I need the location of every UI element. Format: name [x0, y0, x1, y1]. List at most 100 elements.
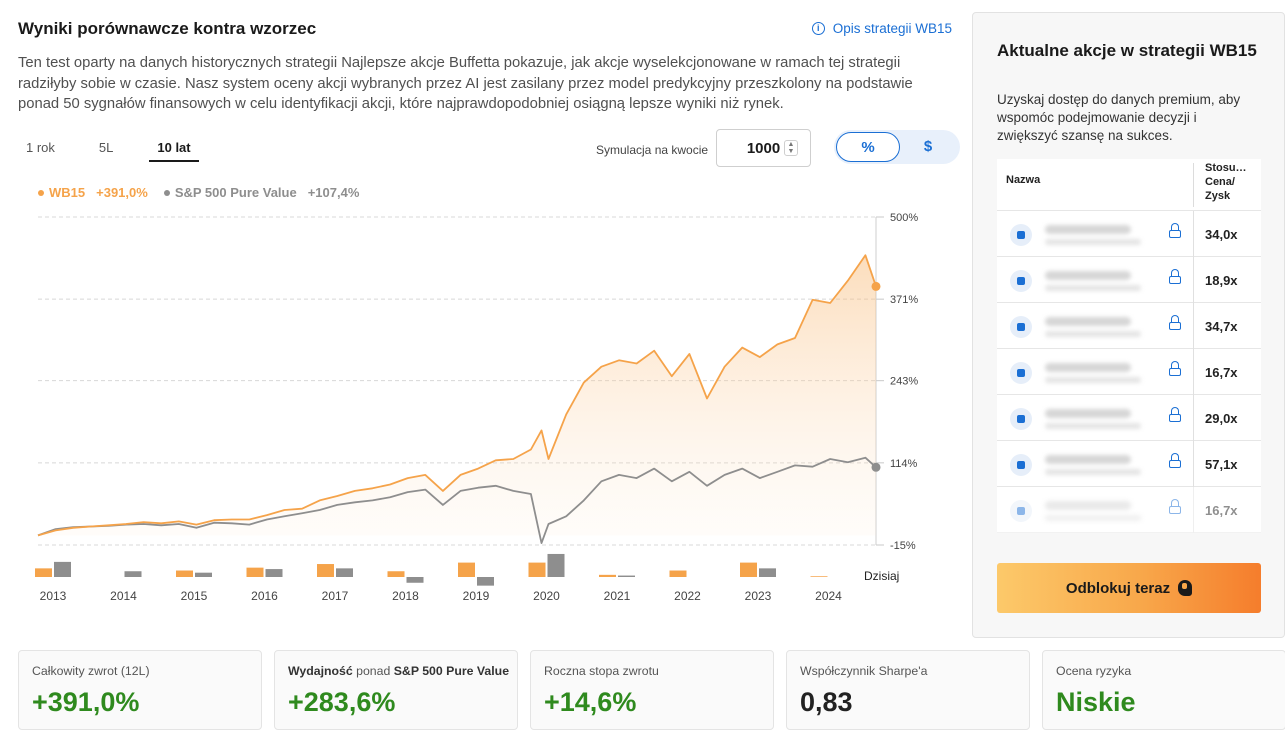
table-row[interactable]: 34,0x: [997, 211, 1261, 257]
unlock-label[interactable]: Odblokuj teraz: [1065, 579, 1171, 597]
annual-bar-wb15: [740, 562, 757, 577]
table-row[interactable]: 18,9x: [997, 257, 1261, 303]
table-row[interactable]: 29,0x: [997, 395, 1261, 441]
strategy-description: Ten test oparty na danych historycznych …: [18, 55, 913, 112]
x-tick-label: 2018: [392, 589, 419, 603]
legend-value: +107,4%: [307, 185, 360, 200]
lock-icon[interactable]: [1168, 407, 1182, 423]
simulation-amount-input[interactable]: 1000 ▲ ▼: [716, 129, 811, 167]
laptop-icon: [1010, 316, 1032, 338]
blurred-company-detail: [1045, 239, 1141, 245]
performance-chart[interactable]: 500% 371% 243% 114% -15% 2013 2014 2015 2016 2017…: [0, 200, 965, 610]
annual-bar-benchmark: [547, 553, 565, 577]
column-ratio-header[interactable]: Stosu… Cena/ Zysk: [1205, 162, 1247, 202]
tab-1-year[interactable]: 1 rok: [26, 140, 55, 155]
column-divider: [1193, 487, 1194, 533]
stat-label: Całkowity zwrot (12L): [32, 664, 150, 678]
benchmark-panel: Wyniki porównawcze kontra wzorzec i Opis…: [0, 19, 965, 610]
info-icon: i: [811, 22, 825, 35]
lock-icon[interactable]: [1168, 315, 1182, 331]
cart-icon: [1010, 500, 1032, 522]
y-tick-label: 114%: [890, 458, 918, 470]
annual-bar-benchmark: [336, 568, 353, 577]
premium-icon: [1178, 580, 1193, 596]
annual-bar-benchmark: [265, 569, 283, 577]
simulation-amount-value[interactable]: 1000: [746, 139, 781, 157]
x-tick-label: 2023: [745, 589, 772, 603]
annual-bar-wb15: [528, 562, 546, 577]
x-tick-label: 2022: [674, 589, 701, 603]
strategy-link-label[interactable]: Opis strategii WB15: [832, 21, 952, 36]
table-row[interactable]: 16,7x: [997, 349, 1261, 395]
stepper-icon[interactable]: ▲ ▼: [784, 140, 798, 156]
legend-name: S&P 500 Pure Value: [174, 185, 297, 200]
lock-icon[interactable]: [1168, 453, 1182, 469]
table-body: 34,0x 18,9x 34,7x 16,7x 29,0x 57,1x 16,7x: [997, 211, 1261, 533]
stat-risk-rating: Ocena ryzyka Niskie: [1042, 650, 1285, 730]
simulation-label: Symulacja na kwocie: [596, 143, 709, 157]
wb15-line: [37, 254, 877, 537]
dollar-toggle-button[interactable]: $: [923, 138, 933, 155]
annual-bar-wb15: [458, 562, 475, 577]
percent-toggle-button[interactable]: %: [836, 132, 900, 162]
column-divider: [1193, 441, 1194, 487]
annual-bar-wb15: [246, 567, 264, 577]
period-tabs: 1 rok 5L 10 lat: [18, 130, 227, 162]
lock-icon[interactable]: [1168, 361, 1182, 377]
blurred-company-name: [1045, 455, 1131, 464]
blurred-company-detail: [1045, 423, 1141, 429]
stat-value: 0,83: [800, 687, 853, 717]
blurred-company-name: [1045, 501, 1131, 510]
legend-dot-icon: [38, 189, 44, 196]
column-name-header[interactable]: Nazwa: [1006, 174, 1041, 186]
pe-ratio-value: 16,7x: [1205, 503, 1238, 518]
stat-value: +283,6%: [288, 687, 396, 717]
stat-label: Roczna stopa zwrotu: [544, 664, 659, 678]
annual-bar-benchmark: [54, 561, 71, 577]
benchmark-end-point: [871, 462, 881, 472]
annual-bar-benchmark: [759, 568, 776, 577]
y-tick-label: -15%: [890, 540, 916, 552]
lock-icon[interactable]: [1168, 223, 1182, 239]
table-row[interactable]: 57,1x: [997, 441, 1261, 487]
tab-10-years[interactable]: 10 lat: [149, 130, 199, 162]
annual-bar-wb15: [669, 570, 687, 577]
x-tick-label: 2013: [40, 589, 67, 603]
chart-legend: WB15 +391,0% S&P 500 Pure Value +107,4%: [38, 185, 359, 200]
tab-5-years[interactable]: 5L: [98, 140, 114, 155]
x-tick-label: 2015: [181, 589, 208, 603]
stat-outperformance: Wydajność ponad S&P 500 Pure Value +283,…: [274, 650, 518, 730]
cart-icon: [1010, 408, 1032, 430]
y-tick-label: 500%: [890, 212, 918, 224]
stat-label: Ocena ryzyka: [1056, 664, 1132, 678]
annual-bar-benchmark: [195, 572, 212, 577]
annual-bar-benchmark: [406, 577, 424, 583]
legend-item-benchmark: S&P 500 Pure Value +107,4%: [163, 185, 360, 200]
table-row[interactable]: 16,7x: [997, 487, 1261, 533]
x-tick-label: 2019: [463, 589, 490, 603]
lock-icon[interactable]: [1168, 499, 1182, 515]
annual-bar-benchmark: [477, 577, 494, 586]
column-divider: [1193, 349, 1194, 395]
lock-icon[interactable]: [1168, 269, 1182, 285]
table-row[interactable]: 34,7x: [997, 303, 1261, 349]
x-tick-label: 2024: [815, 589, 842, 603]
strategy-description-link[interactable]: i Opis strategii WB15: [811, 21, 952, 36]
annual-bar-wb15: [317, 564, 334, 577]
blurred-company-detail: [1045, 515, 1141, 521]
annual-bar-wb15: [599, 574, 616, 577]
x-tick-label: 2017: [322, 589, 349, 603]
pe-ratio-value: 29,0x: [1205, 411, 1238, 426]
blurred-company-name: [1045, 317, 1131, 326]
stat-annual-return: Roczna stopa zwrotu +14,6%: [530, 650, 774, 730]
x-tick-label: 2021: [604, 589, 631, 603]
blurred-company-detail: [1045, 285, 1141, 291]
bank-icon: [1010, 270, 1032, 292]
legend-name: WB15: [49, 185, 86, 200]
unlock-now-button[interactable]: Odblokuj teraz: [997, 563, 1261, 613]
unit-toggle: % $: [834, 130, 960, 164]
pe-ratio-value: 18,9x: [1205, 273, 1238, 288]
blurred-company-name: [1045, 271, 1131, 280]
sidebar-subtitle: Uzyskaj dostęp do danych premium, aby ws…: [997, 92, 1241, 143]
blurred-company-detail: [1045, 469, 1141, 475]
